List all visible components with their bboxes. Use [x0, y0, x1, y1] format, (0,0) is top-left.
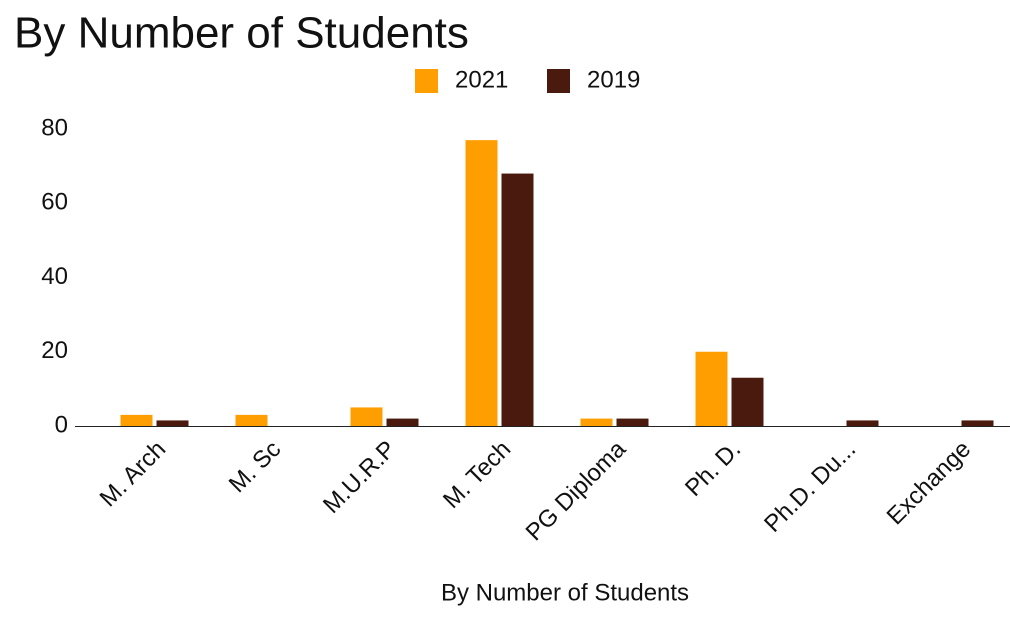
x-tick-label: M.U.R.P: [318, 436, 401, 519]
x-tick-label: Exchange: [882, 436, 977, 531]
y-tick-label: 40: [41, 263, 68, 290]
legend-swatch: [547, 69, 570, 93]
bar: [465, 140, 498, 426]
bar: [846, 420, 879, 426]
bar: [156, 420, 189, 426]
x-tick-label: Ph.D. Du...: [759, 436, 861, 538]
bar: [350, 407, 383, 426]
bar: [616, 418, 649, 426]
y-tick-label: 20: [41, 337, 68, 364]
bar: [501, 173, 534, 426]
x-tick-label: PG Diploma: [521, 435, 632, 546]
chart-title: By Number of Students: [14, 9, 469, 58]
x-axis-title: By Number of Students: [441, 579, 689, 606]
y-tick-label: 0: [55, 411, 68, 438]
x-tick-label: M. Tech: [438, 436, 516, 514]
bar: [235, 414, 268, 426]
y-tick-label: 80: [41, 114, 68, 141]
legend-swatch: [415, 69, 438, 93]
bar: [120, 414, 153, 426]
bar: [580, 418, 613, 426]
x-tick-label: Ph. D.: [680, 436, 746, 502]
legend-label: 2021: [455, 66, 508, 93]
legend-label: 2019: [587, 66, 640, 93]
bar: [961, 420, 994, 426]
x-tick-label: M. Arch: [95, 436, 172, 513]
bar: [695, 351, 728, 426]
bar: [386, 418, 419, 426]
x-tick-label: M. Sc: [224, 436, 286, 498]
bar: [731, 377, 764, 426]
y-tick-label: 60: [41, 189, 68, 216]
